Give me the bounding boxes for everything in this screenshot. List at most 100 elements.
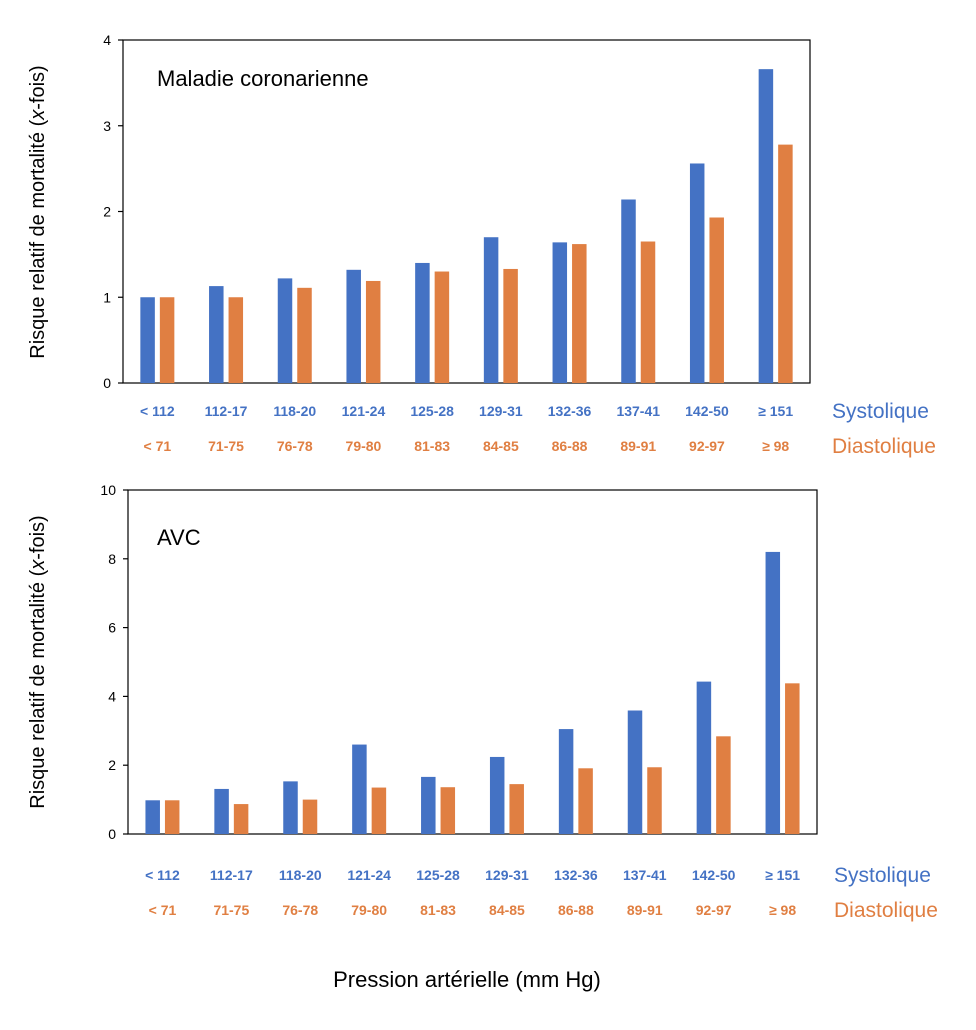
category-label-systolic: 118-20 xyxy=(273,403,316,419)
bar-systolic xyxy=(558,729,574,834)
category-label-systolic: 132-36 xyxy=(548,403,592,419)
bar-diastolic xyxy=(371,787,387,834)
category-label-systolic: < 112 xyxy=(145,867,180,883)
bar-systolic xyxy=(283,781,298,834)
category-label-diastolic: ≥ 98 xyxy=(769,902,796,918)
y-tick-label: 8 xyxy=(108,551,116,567)
bar-diastolic xyxy=(640,241,656,383)
y-tick-label: 4 xyxy=(103,32,111,48)
bar-diastolic xyxy=(503,268,518,383)
bar-systolic xyxy=(483,237,499,383)
category-label-diastolic: < 71 xyxy=(144,438,172,454)
bar-diastolic xyxy=(440,787,456,834)
bar-systolic xyxy=(552,242,568,383)
category-label-systolic: ≥ 151 xyxy=(765,867,800,883)
bar-systolic xyxy=(145,800,160,834)
category-label-systolic: 112-17 xyxy=(205,403,248,419)
y-axis-label-part: Risque relatif de mortalité ( xyxy=(27,119,49,358)
bar-diastolic xyxy=(716,736,731,834)
y-axis-label-part: -fois) xyxy=(27,515,49,559)
bar-systolic xyxy=(421,776,436,834)
y-tick-label: 1 xyxy=(103,289,111,305)
bar-systolic xyxy=(415,262,430,383)
category-label-systolic: 125-28 xyxy=(416,867,460,883)
category-label-diastolic: 71-75 xyxy=(208,438,244,454)
y-tick-label: 2 xyxy=(103,204,111,220)
bar-diastolic xyxy=(778,144,793,383)
bar-systolic xyxy=(696,681,712,834)
category-label-diastolic: ≥ 98 xyxy=(762,438,789,454)
bar-diastolic xyxy=(785,683,800,834)
chart-coronary: 0 1 2 3 4 Maladie coronarienne Risque relatif … xyxy=(27,32,936,458)
category-label-systolic: 125-28 xyxy=(410,403,454,419)
y-tick-label: 0 xyxy=(103,375,111,391)
category-label-diastolic: < 71 xyxy=(149,902,177,918)
bar-diastolic xyxy=(434,271,450,383)
category-label-diastolic: 71-75 xyxy=(213,902,249,918)
category-label-diastolic: 84-85 xyxy=(483,438,519,454)
x-axis-label: Pression artérielle (mm Hg) xyxy=(333,967,601,992)
bar-systolic xyxy=(621,199,636,383)
plot-frame xyxy=(127,489,818,835)
category-label-diastolic: 89-91 xyxy=(627,902,663,918)
category-label-diastolic: 92-97 xyxy=(689,438,725,454)
category-label-diastolic: 79-80 xyxy=(346,438,382,454)
chart-title: AVC xyxy=(157,525,201,550)
category-label-systolic: 112-17 xyxy=(210,867,253,883)
category-label-systolic: 121-24 xyxy=(347,867,391,883)
bar-diastolic xyxy=(164,800,180,834)
bar-diastolic xyxy=(233,804,249,834)
bar-systolic xyxy=(627,710,643,834)
category-label-diastolic: 76-78 xyxy=(282,902,318,918)
category-label-systolic: < 112 xyxy=(140,403,175,419)
category-label-systolic: 118-20 xyxy=(279,867,322,883)
chart-title: Maladie coronarienne xyxy=(157,66,369,91)
y-axis-label: Risque relatif de mortalité (x-fois) xyxy=(27,515,49,808)
chart-stroke: 0 2 4 6 8 10 AVC Risque relatif de mortalité (x… xyxy=(27,482,938,922)
series-label-diastolic: Diastolique xyxy=(832,435,936,458)
plot-frame xyxy=(122,39,811,384)
bar-diastolic xyxy=(509,784,524,834)
y-axis-label-part: -fois) xyxy=(27,65,49,109)
bar-diastolic xyxy=(365,280,381,383)
y-tick-label: 0 xyxy=(108,826,116,842)
category-label-diastolic: 92-97 xyxy=(696,902,732,918)
category-label-systolic: ≥ 151 xyxy=(758,403,793,419)
y-axis-label-part: Risque relatif de mortalité ( xyxy=(27,569,49,808)
y-tick-label: 2 xyxy=(108,757,116,773)
bar-systolic xyxy=(489,756,505,834)
y-tick-label: 6 xyxy=(108,620,116,636)
bar-systolic xyxy=(758,69,774,383)
bar-systolic xyxy=(140,297,155,383)
bar-diastolic xyxy=(572,244,587,383)
category-label-systolic: 137-41 xyxy=(616,403,660,419)
category-label-systolic: 129-31 xyxy=(479,403,523,419)
category-label-diastolic: 86-88 xyxy=(558,902,594,918)
bar-systolic xyxy=(214,788,229,834)
y-tick-label: 4 xyxy=(108,688,116,704)
bar-diastolic xyxy=(647,767,662,834)
bar-diastolic xyxy=(228,297,244,383)
category-label-diastolic: 89-91 xyxy=(620,438,656,454)
y-tick-label: 3 xyxy=(103,118,111,134)
bar-systolic xyxy=(346,269,361,383)
bar-systolic xyxy=(352,744,367,834)
category-label-systolic: 142-50 xyxy=(692,867,736,883)
y-axis-label-part: x xyxy=(27,109,49,121)
category-label-systolic: 121-24 xyxy=(342,403,386,419)
series-label-diastolic: Diastolique xyxy=(834,899,938,922)
category-label-diastolic: 81-83 xyxy=(414,438,450,454)
category-label-systolic: 132-36 xyxy=(554,867,598,883)
category-label-diastolic: 79-80 xyxy=(351,902,387,918)
category-label-systolic: 129-31 xyxy=(485,867,529,883)
y-tick-label: 10 xyxy=(100,482,116,498)
bar-systolic xyxy=(277,278,293,383)
category-label-systolic: 137-41 xyxy=(623,867,667,883)
bar-systolic xyxy=(209,286,224,383)
category-label-diastolic: 86-88 xyxy=(552,438,588,454)
bar-diastolic xyxy=(159,297,175,383)
category-label-diastolic: 76-78 xyxy=(277,438,313,454)
series-label-systolic: Systolique xyxy=(834,864,931,887)
category-label-diastolic: 84-85 xyxy=(489,902,525,918)
